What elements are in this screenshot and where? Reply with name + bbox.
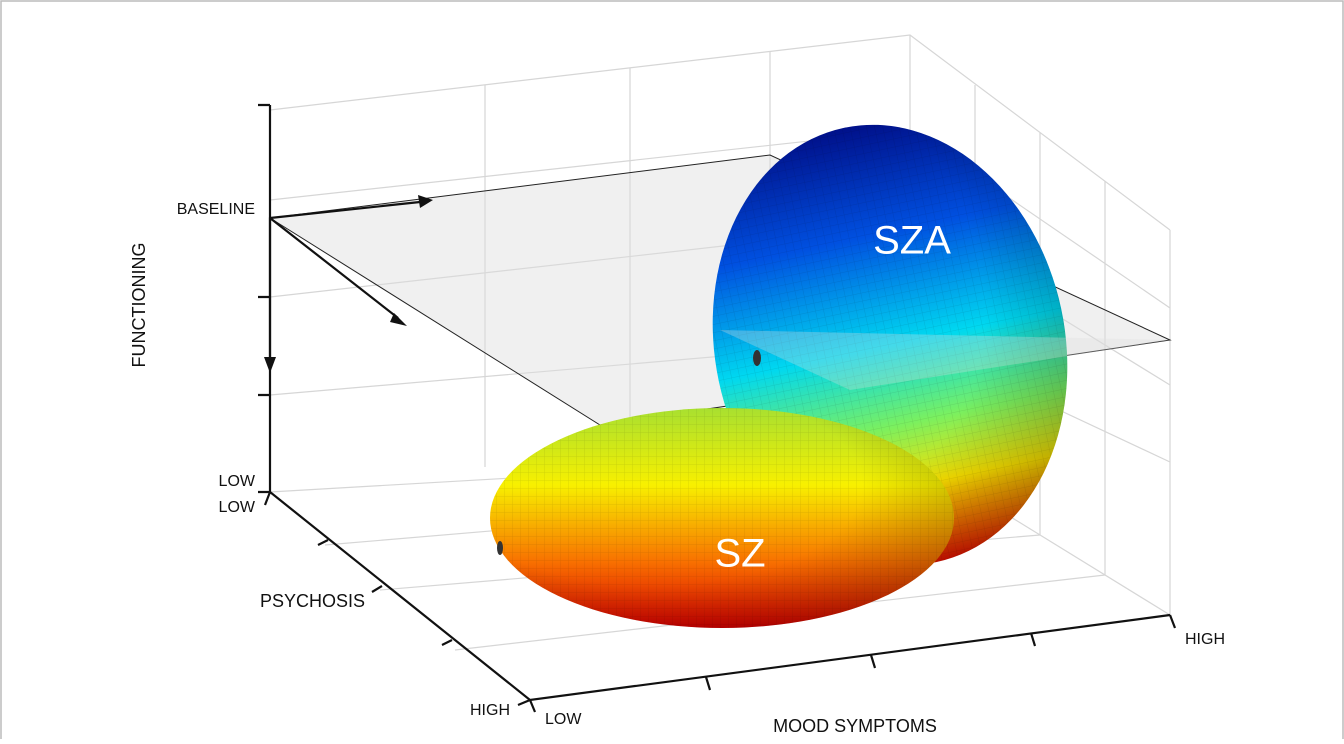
tick-label: HIGH bbox=[470, 702, 510, 719]
tick-label: BASELINE bbox=[177, 201, 255, 218]
shape-label: SZA bbox=[873, 219, 951, 263]
pole bbox=[753, 350, 761, 366]
sz-ellipsoid bbox=[490, 408, 954, 628]
axes bbox=[258, 103, 1177, 713]
shape-label: SZ bbox=[714, 532, 765, 576]
axis-label: MOOD SYMPTOMS bbox=[773, 716, 937, 736]
tick-label: HIGH bbox=[1185, 631, 1225, 648]
axis-label: FUNCTIONING bbox=[129, 243, 149, 368]
tick-label: LOW bbox=[219, 473, 256, 490]
plane-overlay bbox=[720, 330, 1170, 390]
tick-label: LOW bbox=[219, 499, 256, 516]
tick-label: LOW bbox=[545, 711, 582, 728]
axis-label: PSYCHOSIS bbox=[260, 591, 365, 611]
